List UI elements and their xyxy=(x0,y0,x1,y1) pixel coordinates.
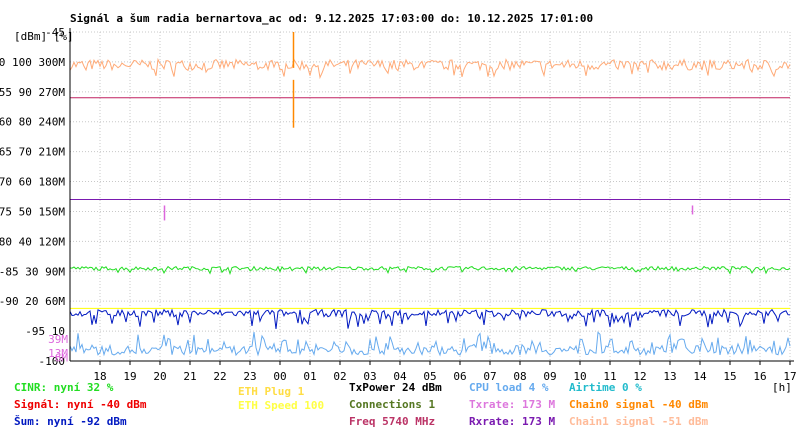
y-tick-label: -65 70 210M xyxy=(0,146,65,159)
x-tick-label: 05 xyxy=(423,370,436,383)
y-tick-label: -45 xyxy=(45,26,65,39)
legend-signal: Signál: nyní -40 dBm xyxy=(14,398,147,411)
legend-cpu: CPU load 4 % xyxy=(469,381,549,394)
y-axis-unit-label: [dBm] [%] xyxy=(14,30,74,43)
x-tick-label: 00 xyxy=(273,370,286,383)
chart-title: Signál a šum radia bernartova_ac od: 9.1… xyxy=(70,12,593,25)
x-tick-label: 01 xyxy=(303,370,316,383)
series-cpu xyxy=(69,331,791,357)
series-cinr xyxy=(69,265,791,276)
chart-labels: -45 -50 100 300M -55 90 270M -60 80 240M -65… xyxy=(0,26,797,383)
legend-rxrate: Rxrate: 173 M xyxy=(469,415,556,428)
chart-grid xyxy=(70,31,791,362)
x-tick-label: 23 xyxy=(243,370,256,383)
x-tick-label: 18 xyxy=(93,370,106,383)
x-tick-label: 02 xyxy=(333,370,346,383)
legend-col-4: CPU load 4 % Txrate: 173 M Rxrate: 173 M xyxy=(469,379,555,430)
legend-chain0: Chain0 signal -40 dBm xyxy=(569,398,709,411)
x-tick-label: 13 xyxy=(663,370,676,383)
x-tick-label: 06 xyxy=(453,370,466,383)
y-tick-label: -100 xyxy=(39,355,66,368)
legend-chain1: Chain1 signal -51 dBm xyxy=(569,415,709,428)
x-tick-label: 03 xyxy=(363,370,376,383)
y-tick-label: -55 90 270M xyxy=(0,86,65,99)
series-chain1 xyxy=(69,57,791,80)
y-tick-label: -75 50 150M xyxy=(0,205,65,218)
legend-txpower: TxPower 24 dBm xyxy=(349,381,442,394)
legend-airtime: Airtime 0 % xyxy=(569,381,642,394)
legend-sum: Šum: nyní -92 dBm xyxy=(14,415,127,428)
y-tick-label: -50 100 300M xyxy=(0,56,65,69)
legend-cinr: CINR: nyní 32 % xyxy=(14,381,114,394)
legend-eth-plug: ETH Plug 1 xyxy=(238,385,305,398)
x-tick-label: 07 xyxy=(483,370,496,383)
legend-connections: Connections 1 xyxy=(349,398,436,411)
x-tick-label: 09 xyxy=(543,370,556,383)
x-tick-label: 14 xyxy=(693,370,707,383)
legend-col-1: CINR: nyní 32 % Signál: nyní -40 dBm Šum… xyxy=(14,379,146,430)
x-tick-label: 19 xyxy=(123,370,136,383)
y-tick-label: -90 20 60M xyxy=(0,295,65,308)
chart-series xyxy=(69,32,791,357)
legend-txrate: Txrate: 173 M xyxy=(469,398,556,411)
rate-extra-label: 39M xyxy=(48,333,68,346)
y-tick-label: -80 40 120M xyxy=(0,235,65,248)
x-tick-label: 17 xyxy=(783,370,796,383)
y-tick-label: -70 60 180M xyxy=(0,176,65,189)
x-tick-label: 10 xyxy=(573,370,586,383)
y-tick-label: -95 10 xyxy=(25,325,65,338)
chart-axes xyxy=(69,28,794,365)
x-tick-label: 11 xyxy=(603,370,616,383)
x-tick-label: 16 xyxy=(753,370,766,383)
x-tick-label: 04 xyxy=(393,370,407,383)
legend-col-2: ETH Plug 1 ETH Speed 100 xyxy=(238,385,324,413)
rate-extra-label: 6M xyxy=(55,351,69,364)
rate-extra-label: 13M xyxy=(48,347,68,360)
x-tick-label: 08 xyxy=(513,370,526,383)
legend-col-5: Airtime 0 % Chain0 signal -40 dBm Chain1… xyxy=(569,379,708,430)
legend-eth-speed: ETH Speed 100 xyxy=(238,399,325,412)
x-tick-label: 20 xyxy=(153,370,166,383)
y-tick-label: -60 80 240M xyxy=(0,116,65,129)
y-tick-label: -85 30 90M xyxy=(0,265,65,278)
x-tick-label: 22 xyxy=(213,370,226,383)
x-tick-label: 15 xyxy=(723,370,736,383)
x-tick-label: 12 xyxy=(633,370,646,383)
series-noise xyxy=(69,308,791,329)
legend-col-3: TxPower 24 dBm Connections 1 Freq 5740 M… xyxy=(349,379,442,430)
legend-freq: Freq 5740 MHz xyxy=(349,415,436,428)
x-axis-unit-label: [h] xyxy=(772,381,792,394)
x-tick-label: 21 xyxy=(183,370,196,383)
